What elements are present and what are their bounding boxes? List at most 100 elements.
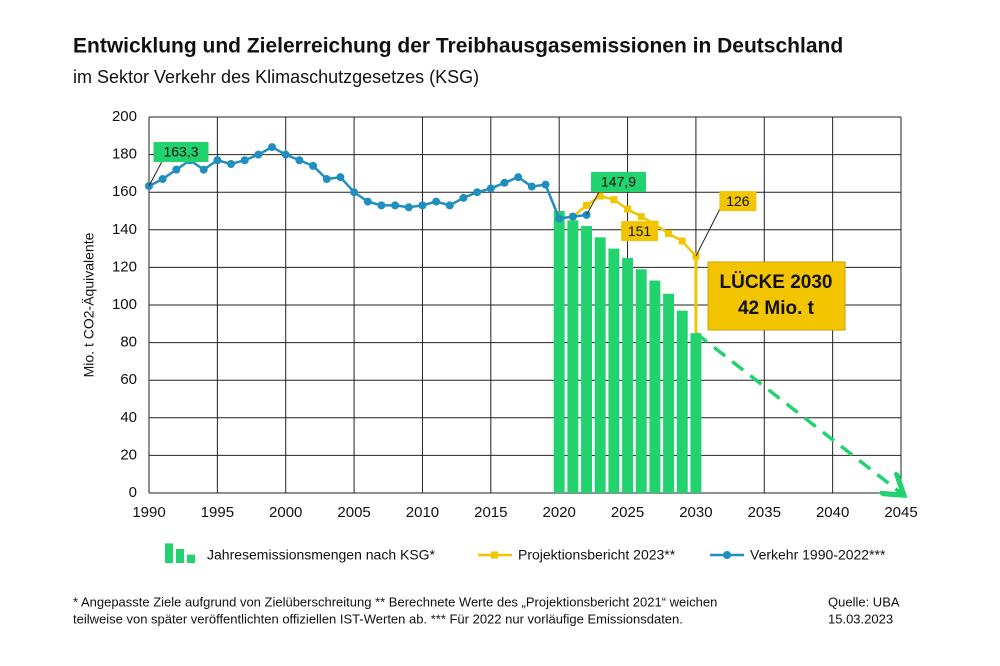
marker bbox=[158, 175, 167, 184]
y-axis-label: Mio. t CO2-Äquivalente bbox=[81, 232, 97, 377]
y-tick-label: 100 bbox=[112, 296, 137, 313]
bar bbox=[581, 226, 592, 494]
legend-label: Jahresemissionsmengen nach KSG* bbox=[207, 547, 436, 563]
y-tick-label: 80 bbox=[120, 334, 137, 351]
x-tick-label: 2035 bbox=[748, 504, 781, 521]
source: 15.03.2023 bbox=[828, 611, 893, 626]
marker bbox=[637, 213, 645, 221]
marker bbox=[665, 230, 673, 238]
marker bbox=[583, 201, 591, 209]
data-label: 151 bbox=[628, 223, 652, 239]
chart-subtitle: im Sektor Verkehr des Klimaschutzgesetze… bbox=[73, 67, 479, 87]
marker bbox=[377, 201, 386, 210]
marker bbox=[227, 160, 236, 168]
data-label: 126 bbox=[726, 193, 750, 209]
marker bbox=[309, 161, 318, 170]
marker bbox=[350, 188, 359, 197]
bar bbox=[608, 248, 620, 493]
marker bbox=[624, 205, 632, 213]
x-tick-label: 2040 bbox=[816, 504, 849, 521]
legend-swatch bbox=[491, 551, 498, 559]
annotation: 42 Mio. t bbox=[738, 298, 815, 319]
x-tick-label: 2015 bbox=[474, 504, 507, 521]
x-tick-label: 2020 bbox=[542, 504, 575, 521]
marker bbox=[199, 165, 208, 174]
data-label: 163,3 bbox=[163, 144, 198, 160]
x-tick-label: 2030 bbox=[679, 504, 712, 521]
label-leader bbox=[695, 200, 725, 257]
x-tick-label: 2010 bbox=[406, 504, 439, 521]
legend-swatch bbox=[165, 543, 173, 563]
marker bbox=[610, 196, 618, 204]
marker bbox=[596, 192, 604, 200]
marker bbox=[541, 180, 550, 189]
y-tick-label: 180 bbox=[112, 146, 137, 163]
y-tick-label: 120 bbox=[112, 258, 137, 275]
y-tick-label: 40 bbox=[120, 409, 137, 426]
footnote: teilweise von später veröffentlichten of… bbox=[73, 611, 683, 626]
bar bbox=[553, 211, 565, 493]
marker bbox=[432, 197, 441, 206]
marker bbox=[268, 143, 277, 152]
marker bbox=[213, 156, 222, 165]
marker bbox=[514, 173, 523, 182]
footnote: * Angepasste Ziele aufgrund von Zielüber… bbox=[73, 594, 717, 609]
y-tick-label: 20 bbox=[120, 446, 137, 463]
label-box bbox=[621, 221, 659, 242]
label-box bbox=[153, 141, 209, 162]
marker bbox=[336, 173, 345, 182]
marker bbox=[322, 175, 331, 184]
bar bbox=[594, 237, 606, 493]
marker bbox=[281, 150, 290, 159]
marker bbox=[295, 156, 304, 165]
marker bbox=[391, 201, 400, 210]
y-tick-label: 160 bbox=[112, 183, 137, 200]
x-tick-label: 1995 bbox=[201, 504, 234, 521]
marker bbox=[555, 214, 564, 223]
annotation: LÜCKE 2030 bbox=[720, 272, 833, 293]
label-box bbox=[719, 191, 757, 212]
marker bbox=[363, 197, 372, 206]
legend-swatch bbox=[187, 554, 195, 563]
x-tick-label: 2000 bbox=[269, 504, 302, 521]
legend-swatch bbox=[176, 549, 184, 563]
y-tick-label: 0 bbox=[129, 484, 137, 501]
marker bbox=[527, 182, 536, 191]
annotation-box bbox=[707, 261, 846, 331]
y-tick-label: 60 bbox=[120, 371, 137, 388]
x-tick-label: 1990 bbox=[132, 504, 165, 521]
marker bbox=[240, 156, 249, 165]
trend-line bbox=[694, 331, 901, 493]
line bbox=[572, 194, 697, 257]
legend-label: Verkehr 1990-2022*** bbox=[750, 547, 886, 563]
bar bbox=[676, 310, 688, 493]
y-tick-label: 200 bbox=[112, 108, 137, 125]
x-tick-label: 2045 bbox=[884, 504, 917, 521]
marker bbox=[678, 237, 686, 245]
bar bbox=[635, 269, 647, 493]
label-box bbox=[591, 171, 647, 192]
marker bbox=[404, 203, 413, 212]
data-label: 147,9 bbox=[601, 174, 636, 190]
marker bbox=[172, 165, 181, 174]
bar bbox=[663, 293, 675, 493]
legend-swatch bbox=[723, 551, 731, 559]
source: Quelle: UBA bbox=[828, 594, 900, 609]
marker bbox=[568, 212, 577, 221]
marker bbox=[486, 184, 495, 193]
bar bbox=[622, 258, 634, 493]
chart-title: Entwicklung und Zielerreichung der Treib… bbox=[73, 35, 843, 58]
marker bbox=[500, 178, 509, 187]
bar bbox=[690, 333, 702, 493]
marker bbox=[254, 150, 263, 159]
marker bbox=[445, 201, 454, 210]
x-tick-label: 2025 bbox=[611, 504, 644, 521]
y-tick-label: 140 bbox=[112, 221, 137, 238]
marker bbox=[459, 193, 468, 202]
x-tick-label: 2005 bbox=[337, 504, 370, 521]
bar bbox=[649, 280, 661, 493]
marker bbox=[473, 188, 482, 197]
bar bbox=[567, 220, 579, 493]
legend-label: Projektionsbericht 2023** bbox=[518, 547, 676, 563]
